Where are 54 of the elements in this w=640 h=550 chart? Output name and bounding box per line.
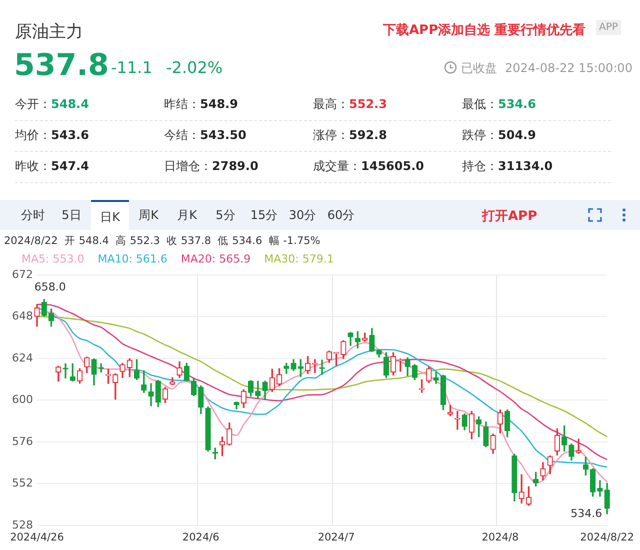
x-tick-label: 2024/4/26 [10, 531, 64, 544]
x-tick-label: 2024/8 [482, 531, 519, 544]
text: 今结：543.50 [164, 127, 246, 144]
text: MA5: 553.0 [22, 252, 84, 266]
text: 分时 [20, 207, 46, 224]
candlestick [62, 363, 68, 378]
text: 持仓：31134.0 [462, 158, 553, 175]
text: 最低：534.6 [462, 96, 536, 113]
candlestick [148, 383, 154, 406]
text: 5分 [214, 207, 236, 224]
text: 15分 [249, 207, 279, 224]
text: 跌停：504.9 [462, 127, 536, 144]
annotation: 534.6 [570, 506, 602, 520]
text: MA30: 579.1 [264, 252, 334, 266]
candlestick [319, 360, 325, 375]
x-tick-label: 2024/6 [182, 531, 220, 544]
text: 日K [91, 200, 129, 230]
text: 涨停：592.8 [313, 127, 387, 144]
annotation: 658.0 [34, 280, 66, 294]
y-tick-label: 552 [12, 476, 33, 490]
text: -11.1 [111, 58, 152, 77]
y-tick-label: 624 [12, 351, 33, 364]
x-tick-label: 2024/8/22 [580, 531, 634, 544]
y-tick-label: 648 [12, 310, 33, 323]
y-tick-label: 576 [12, 434, 33, 448]
y-tick-label: 672 [12, 268, 33, 281]
candlestick [576, 438, 582, 454]
text: 已收盘 [461, 61, 497, 75]
text: 日增仓：2789.0 [164, 158, 258, 175]
text: MA20: 565.9 [180, 252, 251, 266]
chart-title: 原油主力 [15, 21, 83, 43]
text: 2024/8/22 开 548.4 高 552.3 收 537.8 低 534.6 幅 -1.75% [4, 234, 320, 248]
text: 月K [176, 207, 198, 224]
text: 今开：548.4 [15, 96, 89, 113]
y-tick-label: 600 [12, 393, 33, 406]
text: 最高：552.3 [313, 96, 387, 113]
candlestick [597, 480, 603, 497]
text: 30分 [288, 207, 318, 224]
text: 周K [138, 207, 160, 224]
text: 均价：543.6 [15, 127, 89, 144]
text: -2.02% [166, 58, 223, 77]
text: MA10: 561.6 [98, 252, 168, 266]
text: 2024-08-22 15:00:00 [505, 61, 632, 75]
text: 打开APP [482, 208, 538, 225]
text: 昨结：548.9 [164, 96, 238, 113]
text: 60分 [326, 207, 356, 224]
text: 成交量：145605.0 [313, 158, 424, 175]
text: 537.8 [14, 48, 109, 83]
y-tick-label: 528 [12, 518, 33, 532]
text: 下载APP添加自选 重要行情优先看 [383, 22, 586, 39]
text: 昨收：547.4 [15, 158, 89, 175]
x-tick-label: 2024/7 [318, 531, 355, 544]
text: 5日 [60, 207, 82, 224]
text: APP [596, 20, 621, 35]
